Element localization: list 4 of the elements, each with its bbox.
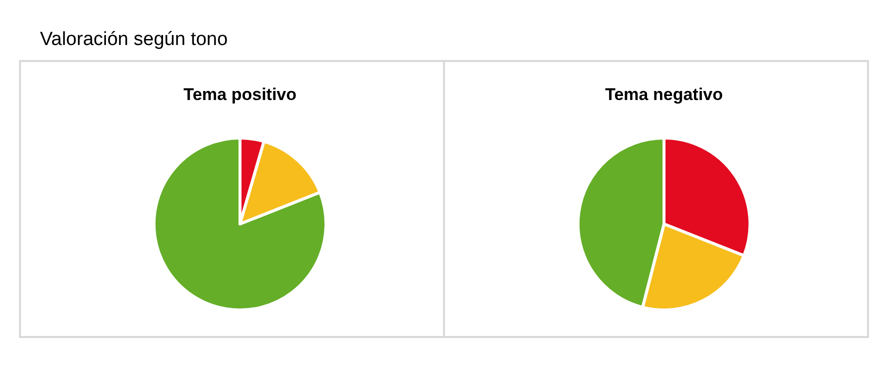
pie-slice <box>152 136 328 312</box>
chart-title: Tema positivo <box>183 85 297 104</box>
text: Valoración según tono <box>40 29 228 50</box>
chart-title: Tema negativo <box>605 85 723 104</box>
